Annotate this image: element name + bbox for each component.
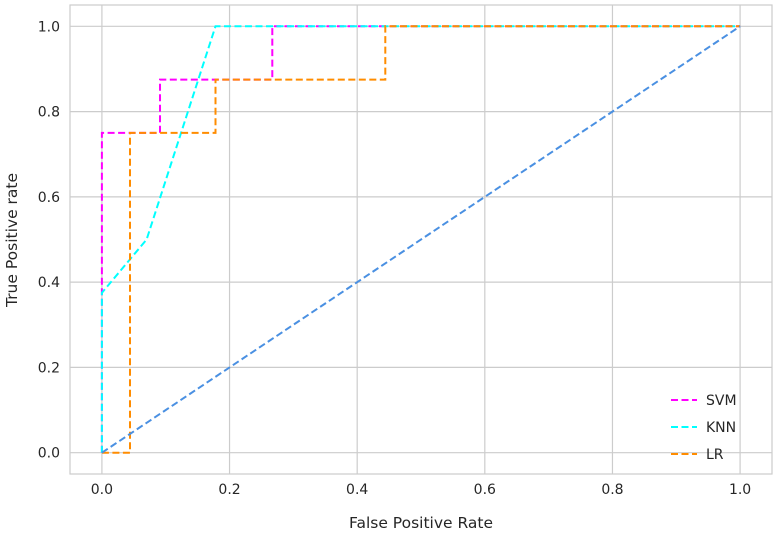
legend-label-knn: KNN: [706, 420, 736, 436]
series-line-diagonal: [101, 25, 741, 454]
x-tick-labels: 0.0 0.2 0.4 0.6 0.8 1.0: [91, 482, 751, 498]
series-line-svm: [100, 25, 741, 453]
legend-label-lr: LR: [706, 447, 724, 463]
x-tick-label: 1.0: [729, 482, 751, 498]
x-tick-label: 0.6: [474, 482, 496, 498]
y-tick-label: 0.6: [38, 190, 60, 206]
x-tick-label: 0.8: [601, 482, 623, 498]
x-tick-label: 0.2: [218, 482, 240, 498]
x-tick-label: 0.0: [91, 482, 113, 498]
y-axis-label: True Positive rate: [3, 173, 21, 308]
y-tick-label: 1.0: [38, 19, 60, 35]
series-line-knn: [100, 25, 741, 453]
legend: SVM KNN LR: [671, 393, 737, 463]
y-tick-labels: 0.0 0.2 0.4 0.6 0.8 1.0: [38, 19, 60, 461]
y-tick-label: 0.4: [38, 275, 60, 291]
y-tick-label: 0.2: [38, 360, 60, 376]
legend-label-svm: SVM: [706, 393, 737, 409]
x-axis-label: False Positive Rate: [349, 514, 493, 532]
series-lines: [100, 25, 741, 454]
x-tick-label: 0.4: [346, 482, 368, 498]
y-tick-label: 0.0: [38, 446, 60, 462]
y-tick-label: 0.8: [38, 105, 60, 121]
